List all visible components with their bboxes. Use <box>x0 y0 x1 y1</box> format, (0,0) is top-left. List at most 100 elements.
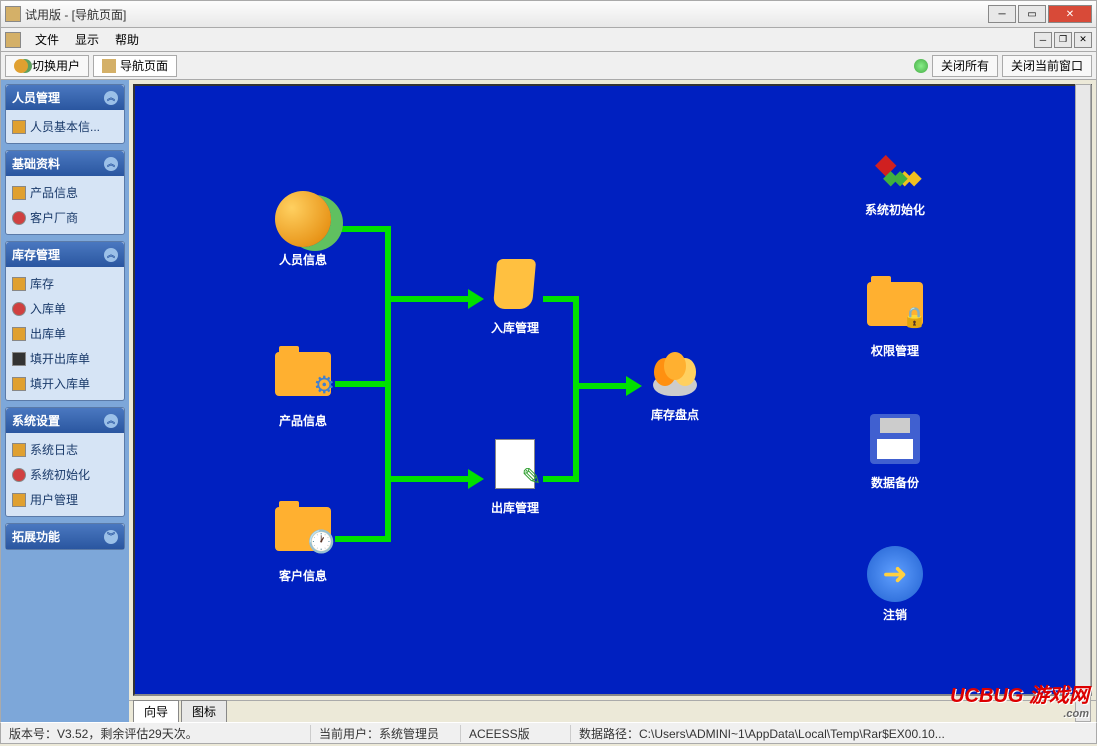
chevron-up-icon: ︽ <box>104 157 118 171</box>
nav-node-customer[interactable]: 客户信息 <box>263 501 343 584</box>
nav-page-tab[interactable]: 导航页面 <box>93 55 177 77</box>
vertical-scrollbar[interactable] <box>1075 84 1091 722</box>
panel-inventory: 库存管理 ︽ 库存 入库单 出库单 填开出库单 填开入库单 <box>5 241 125 401</box>
maximize-button[interactable]: ▭ <box>1018 5 1046 23</box>
nav-node-perm[interactable]: 权限管理 <box>855 276 935 359</box>
flow-line <box>335 536 390 542</box>
close-button[interactable]: ✕ <box>1048 5 1092 23</box>
window-titlebar: 试用版 - [导航页面] ─ ▭ ✕ <box>0 0 1097 28</box>
mdi-restore-button[interactable]: ❐ <box>1054 32 1072 48</box>
users-icon <box>14 59 28 73</box>
nav-node-outbound[interactable]: 出库管理 <box>475 436 555 516</box>
tab-guide[interactable]: 向导 <box>133 700 179 722</box>
close-current-label: 关闭当前窗口 <box>1011 57 1083 74</box>
item-icon <box>12 377 26 391</box>
close-all-label: 关闭所有 <box>941 57 989 74</box>
folder-lock-icon <box>867 282 923 338</box>
menu-view[interactable]: 显示 <box>67 29 107 50</box>
sidebar-item-product-info[interactable]: 产品信息 <box>8 180 122 205</box>
bottom-tabs: 向导 图标 <box>129 700 1096 722</box>
content-pane: 人员信息 产品信息 客户信息 入库管理 出库管理 <box>129 80 1096 722</box>
close-current-button[interactable]: 关闭当前窗口 <box>1002 55 1092 77</box>
sidebar-item-fill-outbound[interactable]: 填开出库单 <box>8 346 122 371</box>
item-icon <box>12 120 26 134</box>
item-icon <box>12 277 26 291</box>
navigation-canvas: 人员信息 产品信息 客户信息 入库管理 出库管理 <box>133 84 1092 696</box>
status-version: 版本号：V3.52，剩余评估29天次。 <box>1 725 311 742</box>
panel-personnel: 人员管理 ︽ 人员基本信... <box>5 84 125 144</box>
sidebar: 人员管理 ︽ 人员基本信... 基础资料 ︽ 产品信息 客户厂商 库存管理 ︽ <box>1 80 129 722</box>
chevron-up-icon: ︽ <box>104 414 118 428</box>
flow-line <box>573 296 579 482</box>
flow-line <box>385 296 470 302</box>
switch-user-button[interactable]: 切换用户 <box>5 55 89 77</box>
panel-title: 拓展功能 <box>12 528 60 545</box>
statusbar: 版本号：V3.52，剩余评估29天次。 当前用户：系统管理员 ACEESS版 数… <box>0 722 1097 744</box>
nav-node-logout[interactable]: 注销 <box>855 546 935 623</box>
sidebar-item-stock[interactable]: 库存 <box>8 271 122 296</box>
nav-node-init[interactable]: 系统初始化 <box>855 141 935 218</box>
nav-node-inbound[interactable]: 入库管理 <box>475 256 555 336</box>
sidebar-item-personnel-basic[interactable]: 人员基本信... <box>8 114 122 139</box>
item-icon <box>12 327 26 341</box>
panel-header-extensions[interactable]: 拓展功能 ︾ <box>6 524 124 549</box>
status-path: 数据路径：C:\Users\ADMINI~1\AppData\Local\Tem… <box>571 725 1096 742</box>
folder-gear-icon <box>275 352 331 408</box>
sidebar-item-customer-vendor[interactable]: 客户厂商 <box>8 205 122 230</box>
flow-line <box>335 226 390 232</box>
sidebar-item-syslog[interactable]: 系统日志 <box>8 437 122 462</box>
close-all-button[interactable]: 关闭所有 <box>932 55 998 77</box>
sidebar-item-outbound[interactable]: 出库单 <box>8 321 122 346</box>
minimize-button[interactable]: ─ <box>988 5 1016 23</box>
toolbar: 切换用户 导航页面 关闭所有 关闭当前窗口 <box>0 52 1097 80</box>
item-icon <box>12 302 26 316</box>
item-icon <box>12 443 26 457</box>
item-icon <box>12 352 26 366</box>
window-title: 试用版 - [导航页面] <box>25 6 988 23</box>
panel-title: 人员管理 <box>12 89 60 106</box>
chevron-up-icon: ︽ <box>104 248 118 262</box>
nav-node-personnel[interactable]: 人员信息 <box>263 191 343 268</box>
sidebar-item-fill-inbound[interactable]: 填开入库单 <box>8 371 122 396</box>
sidebar-item-inbound[interactable]: 入库单 <box>8 296 122 321</box>
main-area: 人员管理 ︽ 人员基本信... 基础资料 ︽ 产品信息 客户厂商 库存管理 ︽ <box>0 80 1097 722</box>
panel-system: 系统设置 ︽ 系统日志 系统初始化 用户管理 <box>5 407 125 517</box>
app-icon <box>5 6 21 22</box>
page-icon <box>102 59 116 73</box>
nav-node-backup[interactable]: 数据备份 <box>855 411 935 491</box>
sidebar-item-usermgmt[interactable]: 用户管理 <box>8 487 122 512</box>
panel-header-system[interactable]: 系统设置 ︽ <box>6 408 124 433</box>
mdi-minimize-button[interactable]: ─ <box>1034 32 1052 48</box>
folder-clock-icon <box>275 507 331 563</box>
item-icon <box>12 493 26 507</box>
arrow-circle-icon <box>867 546 923 602</box>
menubar-icon <box>5 32 21 48</box>
item-icon <box>12 186 26 200</box>
panel-title: 基础资料 <box>12 155 60 172</box>
item-icon <box>12 211 26 225</box>
panel-header-personnel[interactable]: 人员管理 ︽ <box>6 85 124 110</box>
chevron-up-icon: ︽ <box>104 91 118 105</box>
nav-node-product[interactable]: 产品信息 <box>263 346 343 429</box>
coins-icon <box>647 346 703 402</box>
flow-line <box>385 476 470 482</box>
panel-basicdata: 基础资料 ︽ 产品信息 客户厂商 <box>5 150 125 235</box>
sidebar-item-sysinit[interactable]: 系统初始化 <box>8 462 122 487</box>
floppy-icon <box>867 414 923 470</box>
refresh-icon[interactable] <box>914 59 928 73</box>
scroll-icon <box>487 259 543 315</box>
panel-header-basicdata[interactable]: 基础资料 ︽ <box>6 151 124 176</box>
switch-user-label: 切换用户 <box>32 57 80 74</box>
panel-header-inventory[interactable]: 库存管理 ︽ <box>6 242 124 267</box>
menu-help[interactable]: 帮助 <box>107 29 147 50</box>
document-edit-icon <box>487 439 543 495</box>
tab-icon[interactable]: 图标 <box>181 700 227 722</box>
cubes-icon <box>867 141 923 197</box>
status-db: ACEESS版 <box>461 725 571 742</box>
panel-title: 系统设置 <box>12 412 60 429</box>
mdi-close-button[interactable]: ✕ <box>1074 32 1092 48</box>
nav-node-inventory[interactable]: 库存盘点 <box>635 346 715 423</box>
panel-extensions: 拓展功能 ︾ <box>5 523 125 550</box>
menu-file[interactable]: 文件 <box>27 29 67 50</box>
flow-line <box>573 383 628 389</box>
